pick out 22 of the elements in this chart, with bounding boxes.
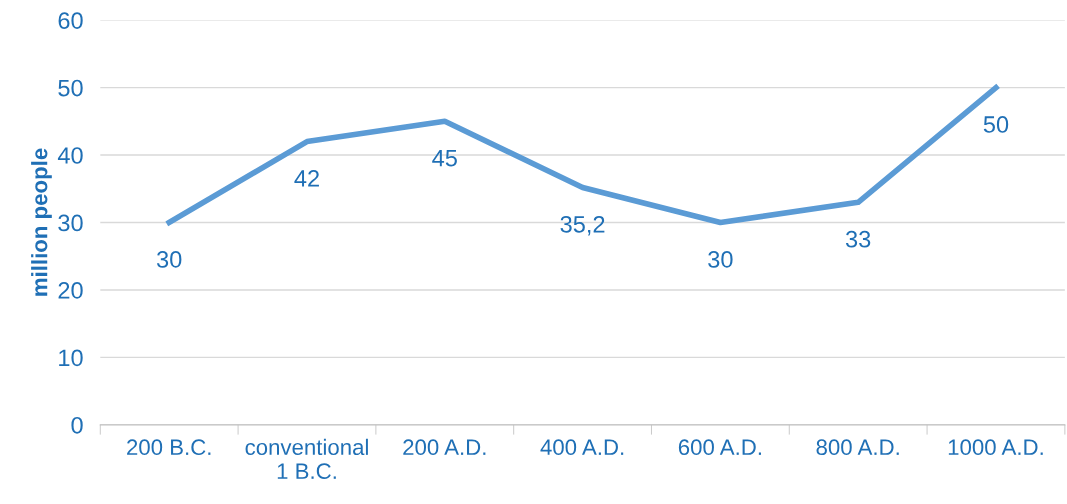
data-label: 50 — [983, 116, 1009, 133]
data-label: 42 — [294, 170, 319, 187]
x-tick-label: 200 B.C. — [127, 439, 211, 456]
data-label: 30 — [708, 251, 733, 268]
x-tick-label: 600 A.D. — [678, 439, 761, 456]
y-tick-label: 10 — [59, 349, 83, 367]
data-label: 45 — [432, 150, 457, 167]
x-tick-label: conventional 1 B.C. — [245, 438, 368, 480]
x-tick-label: 200 A.D. — [403, 439, 486, 456]
y-tick-label: 30 — [58, 214, 83, 232]
y-tick-label: 40 — [57, 147, 83, 164]
y-axis-title: million people — [31, 148, 52, 296]
y-tick-label: 50 — [58, 79, 83, 97]
data-label: 35,2 — [560, 215, 605, 236]
y-tick-label: 60 — [58, 12, 83, 29]
x-tick-label: 1000 A.D. — [948, 439, 1043, 456]
data-label: 30 — [156, 251, 182, 268]
x-tick-label: 800 A.D. — [816, 439, 899, 456]
data-label: 33 — [845, 230, 871, 248]
y-tick-label: 0 — [71, 416, 83, 434]
x-tick-label: 400 A.D. — [540, 439, 624, 456]
y-tick-label: 20 — [58, 282, 83, 299]
